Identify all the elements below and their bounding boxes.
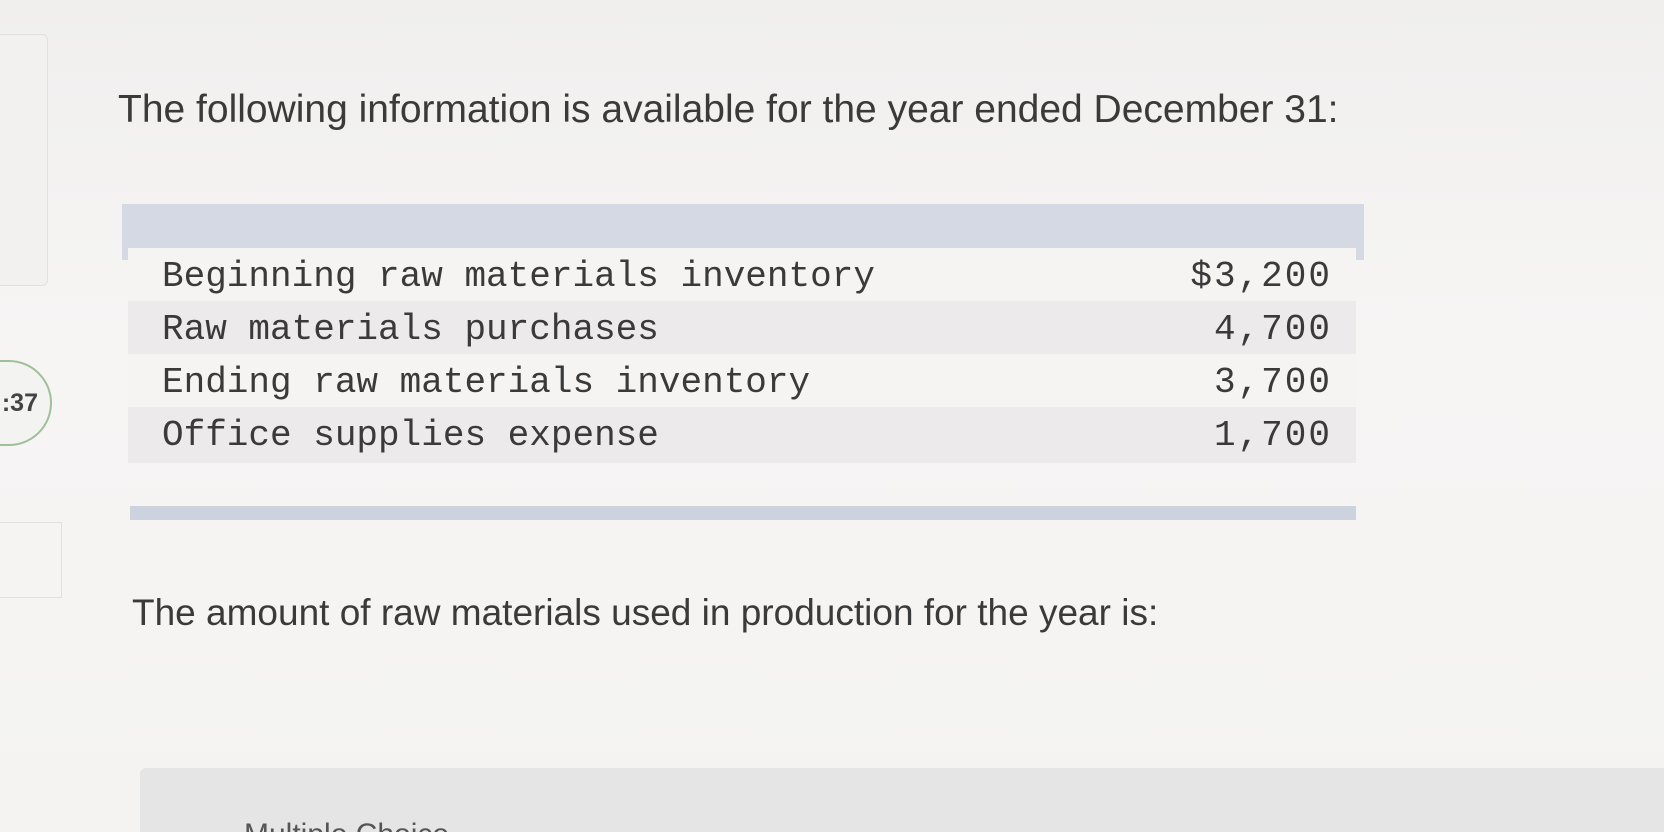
- data-table: Beginning raw materials inventory $3,200…: [122, 204, 1364, 522]
- multiple-choice-label: Multiple Choice: [244, 818, 449, 832]
- row-value: $3,200: [1190, 255, 1332, 297]
- answer-panel: Multiple Choice: [140, 768, 1664, 832]
- left-panel-box: [0, 522, 62, 598]
- intro-text: The following information is available f…: [118, 88, 1339, 131]
- left-panel-frame: [0, 34, 48, 286]
- row-value: 1,700: [1213, 414, 1332, 456]
- question-text: The amount of raw materials used in prod…: [132, 592, 1159, 633]
- table-row: Ending raw materials inventory 3,700: [128, 354, 1356, 410]
- question-number-badge[interactable]: :37: [0, 360, 52, 446]
- row-label: Raw materials purchases: [162, 308, 659, 350]
- table-row: Office supplies expense 1,700: [128, 407, 1356, 463]
- question-number: :37: [1, 388, 38, 417]
- row-label: Ending raw materials inventory: [162, 361, 811, 403]
- row-label: Beginning raw materials inventory: [162, 255, 875, 297]
- table-row: Raw materials purchases 4,700: [128, 301, 1356, 357]
- row-value: 3,700: [1213, 361, 1332, 403]
- table-row: Beginning raw materials inventory $3,200: [128, 248, 1356, 304]
- table-footer: [130, 506, 1356, 520]
- row-value: 4,700: [1213, 308, 1332, 350]
- row-label: Office supplies expense: [162, 414, 659, 456]
